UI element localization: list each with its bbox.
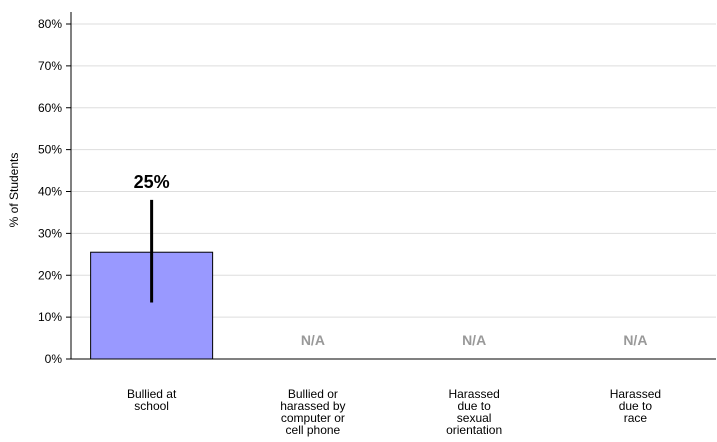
na-label: N/A bbox=[623, 332, 647, 348]
y-tick-label: 0% bbox=[45, 352, 63, 366]
y-tick-label: 50% bbox=[38, 143, 62, 157]
y-tick-label: 60% bbox=[38, 101, 62, 115]
category-labels: Bullied at school Bullied or harassed by com… bbox=[127, 387, 661, 437]
y-tick-label: 10% bbox=[38, 310, 62, 324]
y-tick-label: 30% bbox=[38, 226, 62, 240]
y-tick-label: 40% bbox=[38, 185, 62, 199]
na-label: N/A bbox=[462, 332, 486, 348]
data-label: 25% bbox=[134, 172, 170, 192]
x-tick-label: Harassed due to race bbox=[610, 387, 661, 425]
y-tick-label: 20% bbox=[38, 268, 62, 282]
y-tick-label: 70% bbox=[38, 59, 62, 73]
x-tick-label: Bullied at school bbox=[127, 387, 177, 413]
x-tick-label: Harassed due to sexual orientation bbox=[446, 387, 502, 437]
y-ticks: 0% 10% 20% 30% 40% 50% 60% 70% 80% bbox=[38, 17, 71, 366]
y-tick-label: 80% bbox=[38, 17, 62, 31]
x-tick-label: Bullied or harassed by computer or cell pho… bbox=[280, 387, 345, 437]
na-label: N/A bbox=[301, 332, 325, 348]
y-axis-title: % of Students bbox=[7, 153, 21, 228]
value-labels: 25% N/A N/A N/A bbox=[134, 172, 648, 348]
